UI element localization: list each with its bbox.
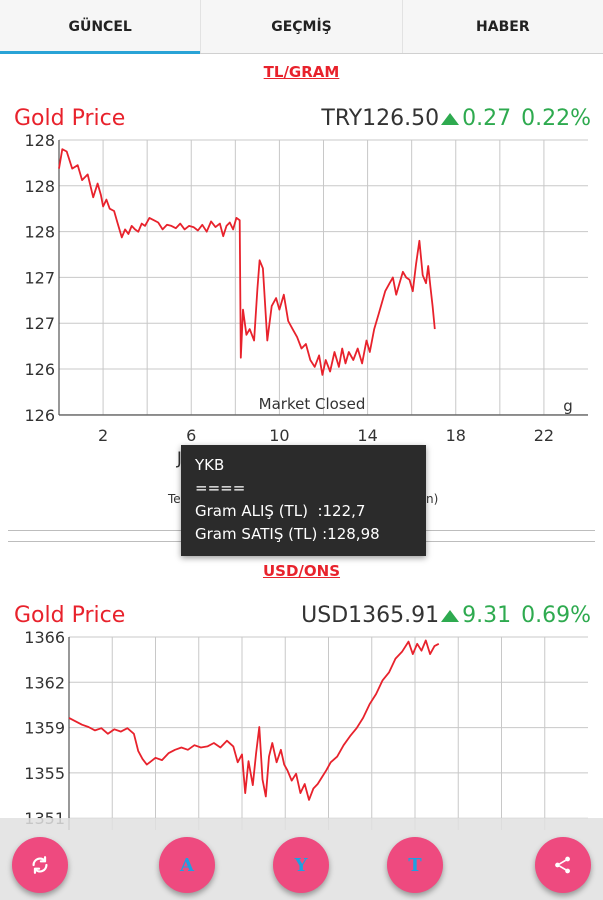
price-box-usd: USD1365.91 9.31 0.69% [301, 603, 591, 628]
price-usd: USD1365.91 [301, 603, 440, 628]
chart-label-tl: Gold Price [14, 106, 126, 131]
refresh-icon [32, 856, 48, 874]
tooltip: YKB ==== Gram ALIŞ (TL) :122,7 Gram SATI… [181, 445, 426, 556]
tooltip-line: ==== [195, 479, 246, 497]
y-tick-label: 1359 [24, 719, 65, 738]
y-tick-label: 128 [24, 131, 55, 150]
change-pct-usd: 0.69% [521, 603, 591, 628]
tooltip-line: Gram ALIŞ (TL) :122,7 [195, 502, 366, 520]
chart-header-tl: Gold Price TRY126.50 0.27 0.22% [0, 106, 603, 136]
y-button[interactable]: Y [273, 837, 329, 893]
y-tick-label: 1362 [24, 673, 65, 692]
up-arrow-icon [441, 112, 460, 125]
y-tick-label: 128 [24, 223, 55, 242]
y-tick-label: 126 [24, 406, 55, 425]
up-arrow-icon [441, 609, 460, 622]
market-status: Market Closed [259, 395, 366, 413]
tooltip-line: YKB [195, 456, 225, 474]
tab-haber[interactable]: HABER [476, 18, 530, 35]
change-usd: 9.31 [462, 603, 512, 628]
share-icon [555, 856, 570, 874]
tooltip-line: Gram SATIŞ (TL) :128,98 [195, 525, 380, 543]
share-button[interactable] [535, 837, 591, 893]
change-pct-tl: 0.22% [521, 106, 591, 131]
section-title-usd-ons: USD/ONS [262, 562, 341, 580]
price-line-series [68, 639, 440, 801]
chart-usd-ons: 13661362135913551351 [24, 630, 588, 830]
corner-glyph: g [563, 397, 573, 415]
price-tl: TRY126.50 [321, 106, 440, 131]
y-tick-label: 127 [24, 268, 55, 287]
chart-label-usd: Gold Price [14, 603, 126, 628]
x-tick-label: 22 [534, 426, 554, 445]
y-tick-label: 1355 [24, 764, 65, 783]
y-tick-label: 128 [24, 177, 55, 196]
refresh-button[interactable] [12, 837, 68, 893]
a-button[interactable]: A [159, 837, 215, 893]
y-button-label: Y [294, 854, 308, 876]
sub-caption-tail: n) [426, 492, 438, 506]
a-button-label: A [180, 854, 194, 876]
x-tick-label: 6 [186, 426, 196, 445]
x-tick-label: 18 [446, 426, 466, 445]
chart-header-usd: Gold Price USD1365.91 9.31 0.69% [0, 603, 603, 633]
tab-bar: GÜNCEL GEÇMİŞ HABER [0, 0, 603, 54]
sub-caption: Te [167, 492, 181, 506]
price-line-series [58, 148, 436, 376]
x-tick-label: 10 [269, 426, 289, 445]
tab-gecmis[interactable]: GEÇMİŞ [201, 0, 403, 53]
x-tick-label: 14 [357, 426, 377, 445]
t-button[interactable]: T [387, 837, 443, 893]
section-title-tl-gram: TL/GRAM [263, 63, 340, 81]
t-button-label: T [408, 854, 422, 876]
tab-guncel[interactable]: GÜNCEL [0, 0, 202, 54]
price-box-tl: TRY126.50 0.27 0.22% [321, 106, 591, 131]
y-tick-label: 1366 [24, 630, 65, 647]
x-tick-label: 2 [98, 426, 108, 445]
change-tl: 0.27 [462, 106, 512, 131]
y-tick-label: 126 [24, 360, 55, 379]
y-tick-label: 127 [24, 314, 55, 333]
